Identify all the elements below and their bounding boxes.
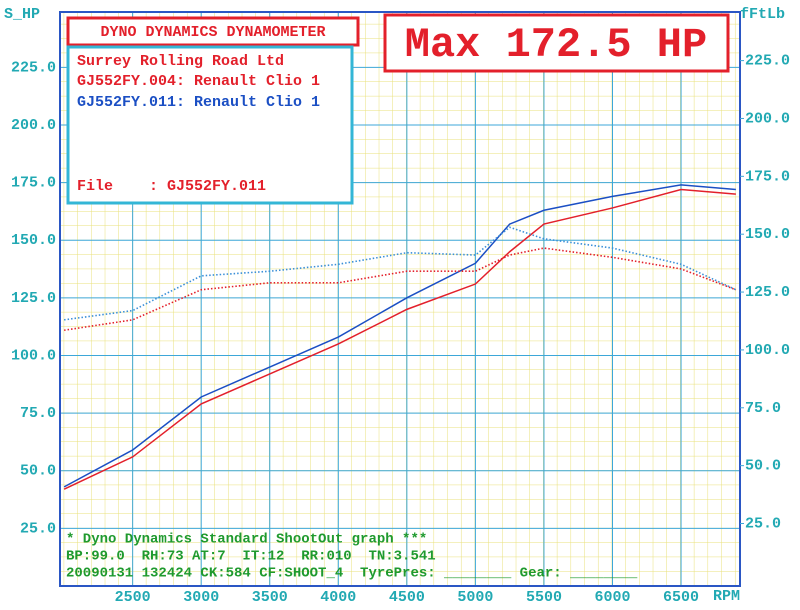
series-line — [63, 188, 736, 490]
y-tick-label: 225.0 — [11, 59, 56, 76]
title-box — [66, 16, 360, 47]
series-line — [63, 184, 736, 488]
y2-tick-label: 75.0 — [745, 400, 781, 417]
y-tick-label: 200.0 — [11, 117, 56, 134]
company: Surrey Rolling Road Ltd — [77, 53, 284, 70]
x-tick-label: 4500 — [389, 589, 425, 606]
file-label: File : GJ552FY.011 — [77, 178, 266, 195]
y2-tick-label: 100.0 — [745, 342, 790, 359]
y-tick-label: 125.0 — [11, 290, 56, 307]
lines — [63, 184, 737, 490]
x-tick-label: 2500 — [115, 589, 151, 606]
y2-tick-label: 225.0 — [745, 53, 790, 70]
y-tick-label: 150.0 — [11, 232, 56, 249]
y-tick-label: 75.0 — [20, 405, 56, 422]
y2-tick-label: 50.0 — [745, 458, 781, 475]
x-tick-label: 3500 — [252, 589, 288, 606]
x-axis-label: RPM — [713, 588, 740, 605]
y2-tick-label: 125.0 — [745, 284, 790, 301]
y-tick-label: 25.0 — [20, 520, 56, 537]
y-tick-label: 100.0 — [11, 347, 56, 364]
y-tick-label: 175.0 — [11, 175, 56, 192]
y-axis-label: S_HP — [4, 6, 40, 23]
note: 20090131 132424 CK:584 CF:SHOOT_4 TyrePr… — [66, 566, 638, 582]
plot-frame — [59, 11, 741, 587]
legend-entry: GJ552FY.004: Renault Clio 1 — [77, 73, 320, 90]
x-tick-label: 5500 — [526, 589, 562, 606]
legend-entry: GJ552FY.011: Renault Clio 1 — [77, 94, 320, 111]
chart-title: DYNO DYNAMICS DYNAMOMETER — [100, 24, 325, 41]
note: * Dyno Dynamics Standard ShootOut graph … — [66, 532, 427, 548]
legend-box — [66, 45, 354, 205]
max-box — [383, 13, 730, 73]
max-annotation: Max 172.5 HP — [405, 21, 707, 69]
y2-tick-label: 175.0 — [745, 168, 790, 185]
y-tick-label: 50.0 — [20, 463, 56, 480]
y2-tick-label: 25.0 — [745, 515, 781, 532]
x-tick-label: 3000 — [183, 589, 219, 606]
series-line — [63, 247, 737, 332]
x-tick-label: 6000 — [594, 589, 630, 606]
note: BP:99.0 RH:73 AT:7 IT:12 RR:010 TN:3.541 — [66, 549, 436, 565]
series-line — [64, 226, 737, 321]
x-tick-label: 6500 — [663, 589, 699, 606]
y2-axis-label: fFtLb — [740, 6, 785, 23]
x-tick-label: 4000 — [320, 589, 356, 606]
y2-tick-label: 150.0 — [745, 226, 790, 243]
x-tick-label: 5000 — [457, 589, 493, 606]
y2-tick-label: 200.0 — [745, 110, 790, 127]
